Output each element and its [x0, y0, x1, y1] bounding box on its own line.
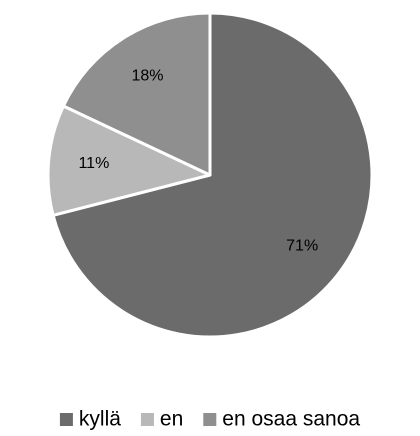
legend-swatch [140, 413, 154, 426]
legend-label: kyllä [79, 408, 121, 431]
data-label: 18% [131, 68, 163, 85]
pie-slice [51, 11, 374, 339]
legend-swatch [203, 413, 217, 426]
pie-slice [61, 11, 212, 177]
pie-slice [46, 104, 212, 217]
legend-label: en [160, 408, 183, 431]
data-label: 71% [286, 238, 318, 255]
data-label: 11% [78, 155, 109, 172]
legend-swatch [59, 413, 73, 426]
legend-label: en osaa sanoa [222, 408, 360, 431]
